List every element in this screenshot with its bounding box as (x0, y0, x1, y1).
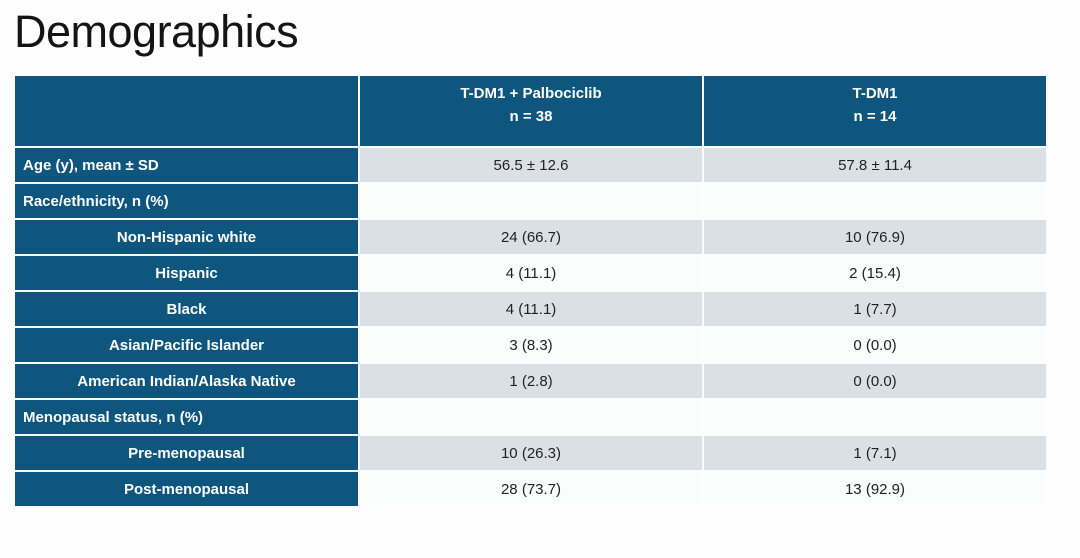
header-arm-name: T-DM1 (852, 85, 898, 102)
header-arm-name: T-DM1 + Palbociclib (460, 85, 602, 102)
table-row: Hispanic 4 (11.1) 2 (15.4) (15, 256, 1046, 290)
row-label: Race/ethnicity, n (%) (15, 184, 358, 218)
row-label: Black (15, 292, 358, 326)
table-row: Post-menopausal 28 (73.7) 13 (92.9) (15, 472, 1046, 506)
data-cell: 10 (76.9) (704, 220, 1046, 254)
table-row: Race/ethnicity, n (%) (15, 184, 1046, 218)
data-cell: 28 (73.7) (360, 472, 702, 506)
data-cell: 0 (0.0) (704, 364, 1046, 398)
row-label: American Indian/Alaska Native (15, 364, 358, 398)
data-cell: 0 (0.0) (704, 328, 1046, 362)
header-empty-cell (15, 76, 358, 146)
data-cell: 13 (92.9) (704, 472, 1046, 506)
data-cell (704, 400, 1046, 434)
data-cell (360, 184, 702, 218)
data-cell: 1 (7.7) (704, 292, 1046, 326)
data-cell: 4 (11.1) (360, 256, 702, 290)
data-cell: 3 (8.3) (360, 328, 702, 362)
header-col-tdm1-palbociclib: T-DM1 + Palbociclib n = 38 (360, 76, 702, 146)
row-label: Non-Hispanic white (15, 220, 358, 254)
row-label: Asian/Pacific Islander (15, 328, 358, 362)
row-label: Hispanic (15, 256, 358, 290)
data-cell: 1 (7.1) (704, 436, 1046, 470)
row-label: Post-menopausal (15, 472, 358, 506)
table-row: Black 4 (11.1) 1 (7.7) (15, 292, 1046, 326)
table-body: Age (y), mean ± SD 56.5 ± 12.6 57.8 ± 11.4… (15, 148, 1046, 506)
data-cell: 4 (11.1) (360, 292, 702, 326)
table-row: Pre-menopausal 10 (26.3) 1 (7.1) (15, 436, 1046, 470)
data-cell (360, 400, 702, 434)
table-row: American Indian/Alaska Native 1 (2.8) 0 (0… (15, 364, 1046, 398)
table-row: Age (y), mean ± SD 56.5 ± 12.6 57.8 ± 11.4 (15, 148, 1046, 182)
row-label: Pre-menopausal (15, 436, 358, 470)
data-cell: 56.5 ± 12.6 (360, 148, 702, 182)
data-cell: 1 (2.8) (360, 364, 702, 398)
header-arm-n: n = 14 (853, 107, 897, 125)
header-arm-n: n = 38 (509, 107, 553, 125)
table-row: Asian/Pacific Islander 3 (8.3) 0 (0.0) (15, 328, 1046, 362)
table-header-row: T-DM1 + Palbociclib n = 38 T-DM1 n = 14 (15, 76, 1046, 146)
data-cell: 2 (15.4) (704, 256, 1046, 290)
data-cell: 24 (66.7) (360, 220, 702, 254)
table-row: Non-Hispanic white 24 (66.7) 10 (76.9) (15, 220, 1046, 254)
data-cell: 57.8 ± 11.4 (704, 148, 1046, 182)
row-label: Age (y), mean ± SD (15, 148, 358, 182)
header-col-tdm1: T-DM1 n = 14 (704, 76, 1046, 146)
row-label: Menopausal status, n (%) (15, 400, 358, 434)
table-row: Menopausal status, n (%) (15, 400, 1046, 434)
demographics-table: T-DM1 + Palbociclib n = 38 T-DM1 n = 14 … (13, 74, 1048, 508)
data-cell (704, 184, 1046, 218)
data-cell: 10 (26.3) (360, 436, 702, 470)
slide-title: Demographics (14, 6, 299, 57)
